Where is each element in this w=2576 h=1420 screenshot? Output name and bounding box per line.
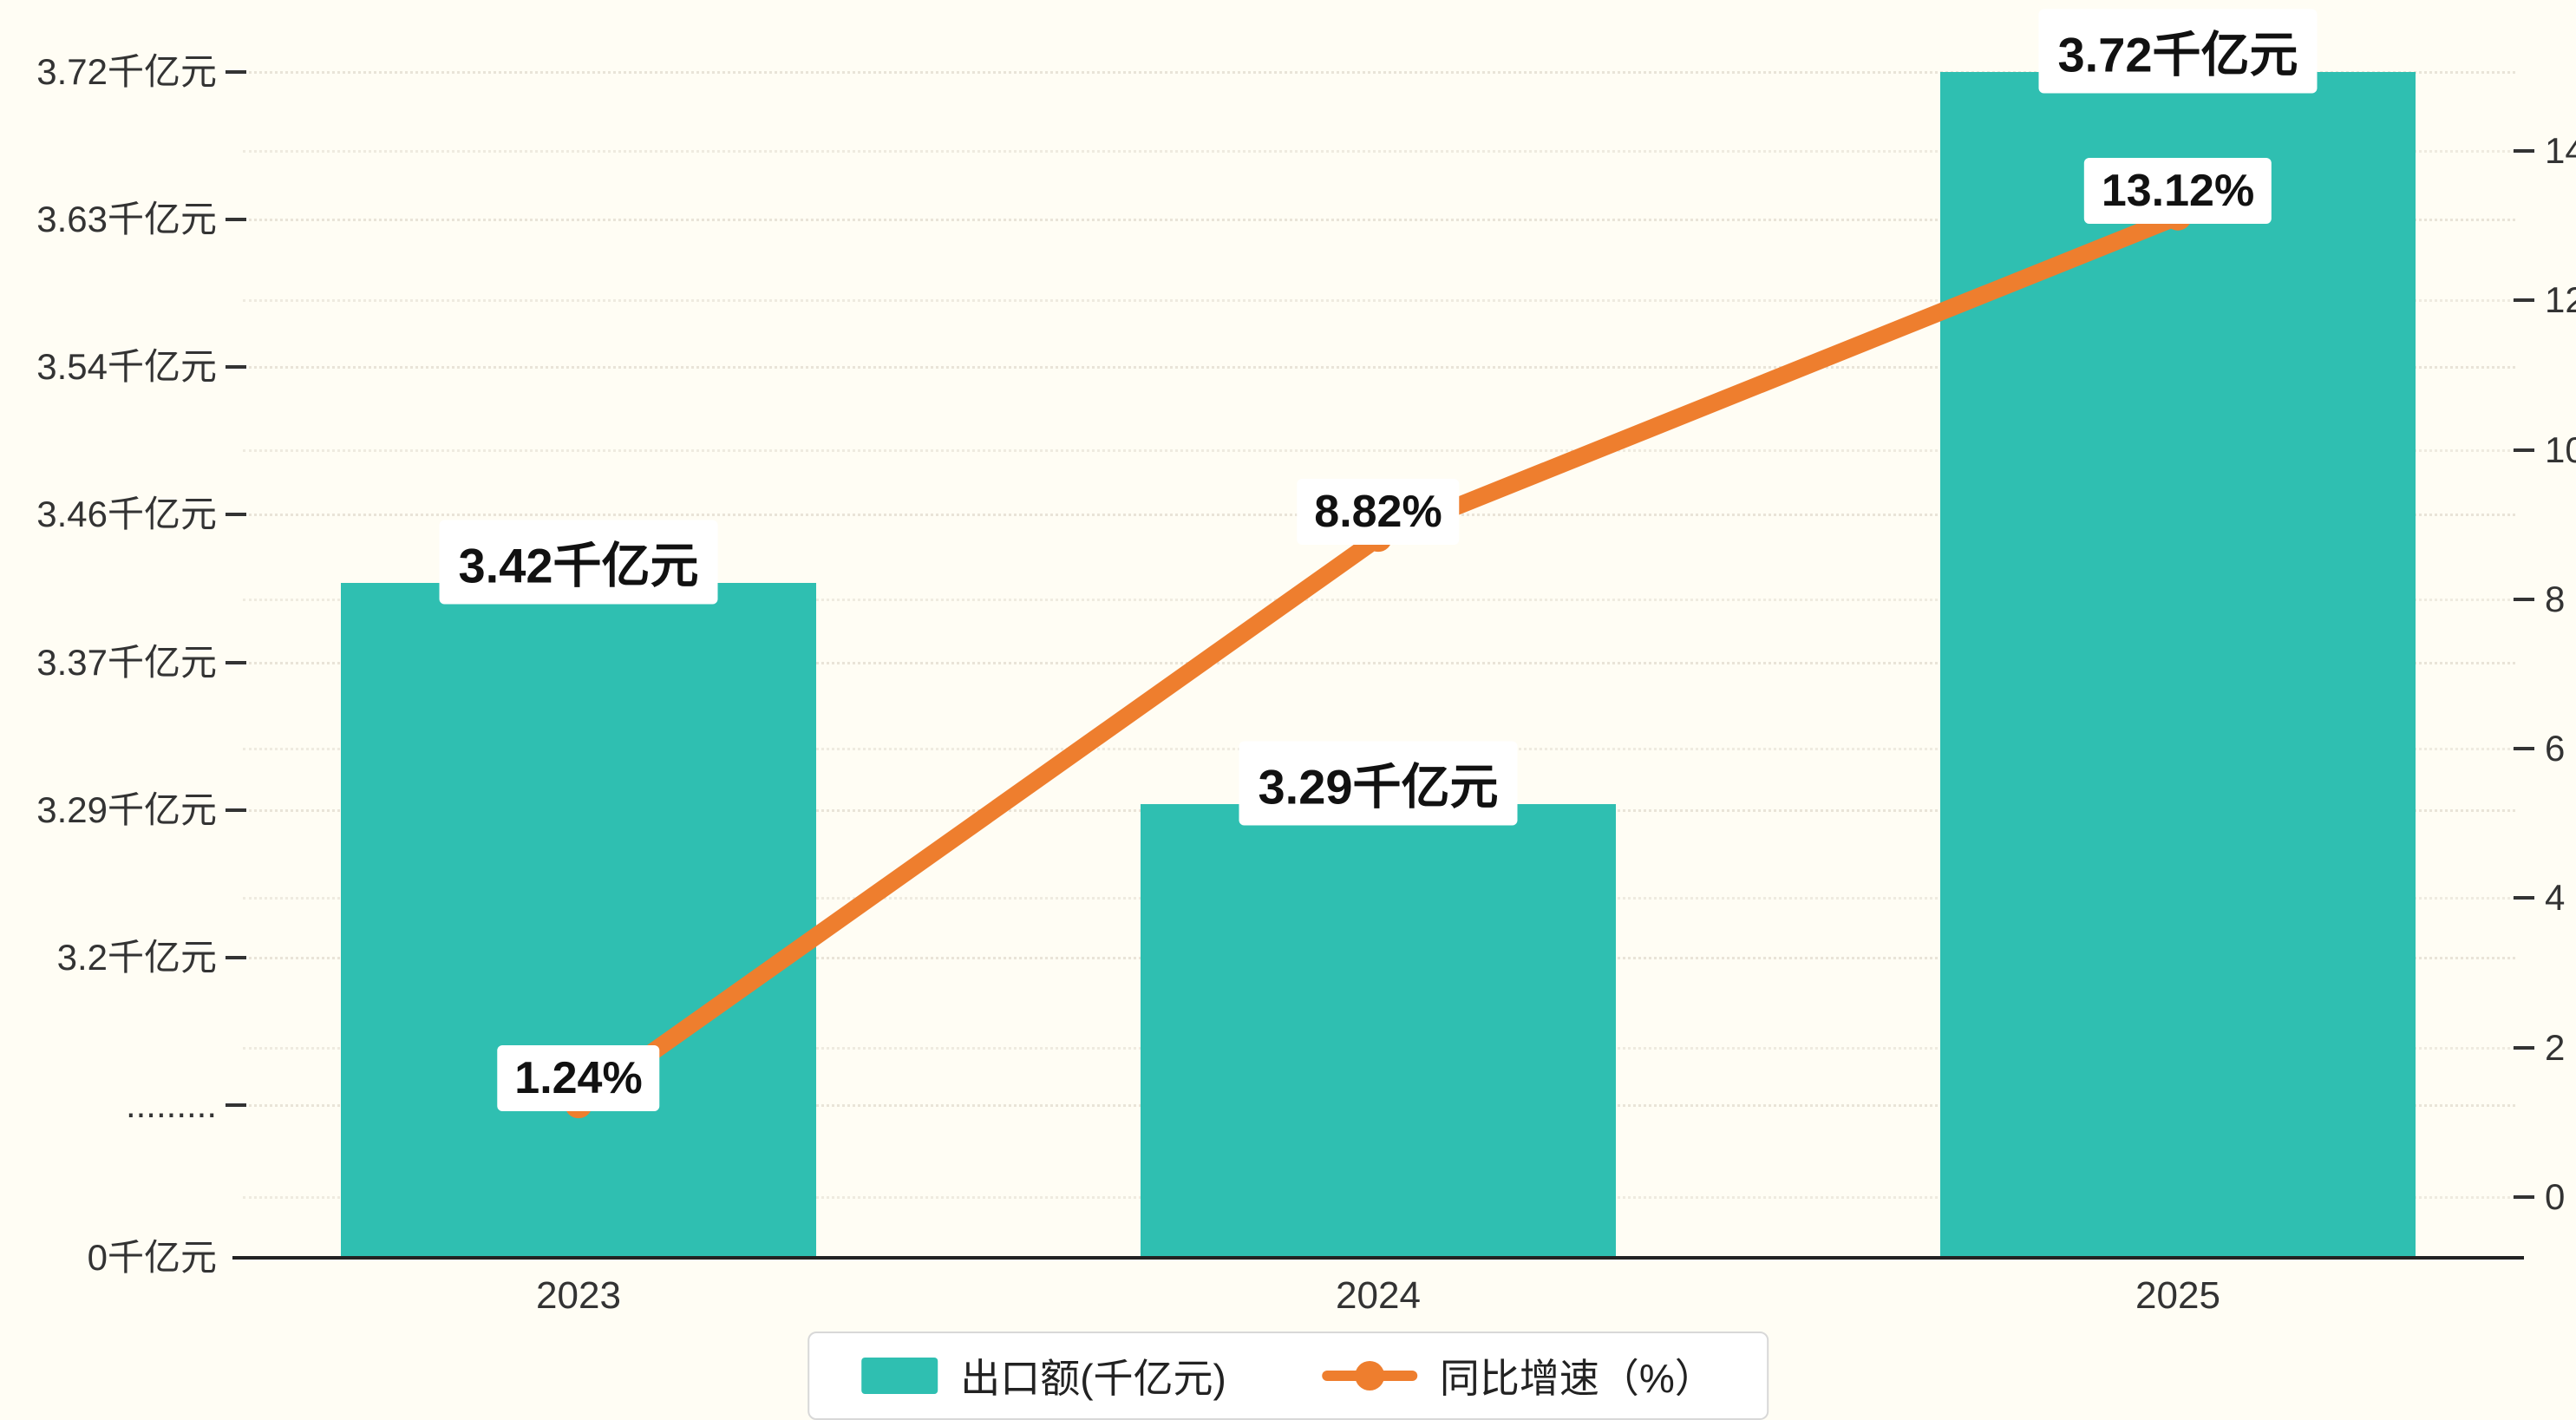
y-axis-left-label: .........	[125, 1084, 217, 1125]
y-axis-right-tick	[2514, 448, 2534, 452]
y-axis-left-tick	[226, 70, 246, 74]
line-series-marker-icon	[1321, 1361, 1417, 1391]
gridline	[243, 149, 2515, 153]
y-axis-left-label: 0千亿元	[87, 1237, 217, 1278]
y-axis-right-tick	[2514, 896, 2534, 900]
y-axis-right-label: 12	[2545, 279, 2576, 321]
y-axis-left-label: 3.63千亿元	[36, 199, 217, 239]
legend-label-growth: 同比增速（%）	[1439, 1356, 1715, 1401]
y-axis-left-tick	[226, 218, 246, 221]
legend-item-export: 出口额(千亿元)	[861, 1347, 1226, 1404]
line-value-label: 1.24%	[497, 1045, 660, 1112]
y-axis-left-tick	[226, 365, 246, 369]
y-axis-right-tick	[2514, 747, 2534, 751]
y-axis-left-label: 3.54千亿元	[36, 346, 217, 387]
y-axis-left-label: 3.72千亿元	[36, 51, 217, 92]
line-value-label: 13.12%	[2083, 157, 2272, 224]
y-axis-right-label: 6	[2545, 728, 2566, 769]
bar-value-label: 3.29千亿元	[1239, 741, 1518, 826]
legend-item-growth: 同比增速（%）	[1321, 1347, 1715, 1404]
y-axis-left-label: 3.46千亿元	[36, 494, 217, 534]
bar-series-swatch-icon	[861, 1358, 938, 1394]
y-axis-left-tick	[226, 513, 246, 516]
y-axis-right-label: 10	[2545, 429, 2576, 470]
x-axis-line	[232, 1256, 2524, 1260]
y-axis-left-tick	[226, 661, 246, 664]
y-axis-left-label: 3.2千亿元	[56, 937, 217, 978]
y-axis-left-tick	[226, 956, 246, 959]
bar-value-label: 3.42千亿元	[439, 520, 718, 605]
line-series-dot-icon	[1354, 1361, 1384, 1391]
y-axis-left-label: 3.37千亿元	[36, 642, 217, 683]
y-axis-left-tick	[226, 1103, 246, 1107]
y-axis-right-label: 4	[2545, 877, 2566, 919]
legend: 出口额(千亿元) 同比增速（%）	[807, 1332, 1769, 1420]
y-axis-right-tick	[2514, 597, 2534, 601]
y-axis-left-tick	[226, 808, 246, 812]
y-axis-right-label: 14	[2545, 129, 2576, 171]
y-axis-right-tick	[2514, 148, 2534, 153]
y-axis-right-tick	[2514, 1195, 2534, 1199]
y-axis-right-tick	[2514, 1045, 2534, 1050]
x-axis-label: 2023	[536, 1274, 621, 1317]
gridline	[243, 71, 2515, 74]
y-axis-right-tick	[2514, 298, 2534, 303]
legend-label-export: 出口额(千亿元)	[960, 1356, 1226, 1401]
y-axis-left-label: 3.29千亿元	[36, 789, 217, 830]
y-axis-right-label: 0	[2545, 1176, 2566, 1217]
y-axis-right-label: 2	[2545, 1026, 2566, 1068]
x-axis-label: 2025	[2135, 1274, 2220, 1317]
line-value-label: 8.82%	[1297, 479, 1460, 546]
x-axis-label: 2024	[1336, 1274, 1421, 1317]
bar-value-label: 3.72千亿元	[2038, 9, 2318, 94]
y-axis-right-label: 8	[2545, 578, 2566, 619]
